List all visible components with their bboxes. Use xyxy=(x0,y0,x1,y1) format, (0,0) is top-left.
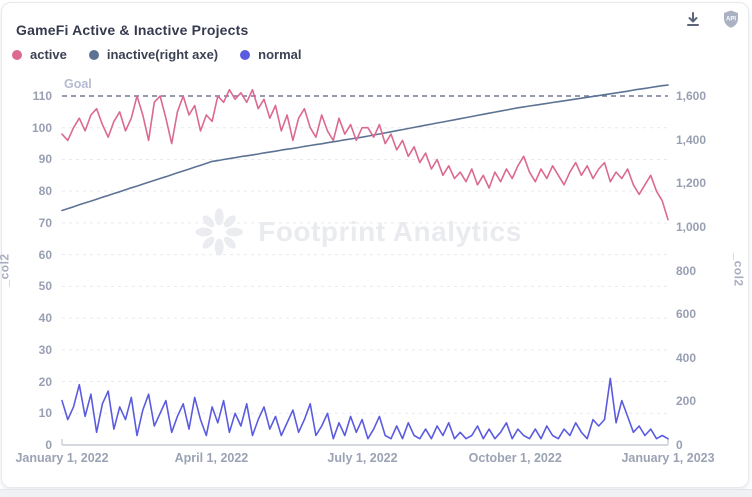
y-axis-left-tick: 30 xyxy=(38,342,52,357)
y-axis-left-tick: 50 xyxy=(38,279,52,294)
legend-dot-icon xyxy=(88,49,99,60)
legend-item-normal[interactable]: normal xyxy=(240,47,301,62)
series-line-inactive-right-axe-[interactable] xyxy=(61,84,669,212)
series-line-normal[interactable] xyxy=(61,377,669,440)
y-axis-right-tick: 600 xyxy=(676,307,697,322)
y-axis-left-tick: 110 xyxy=(32,89,52,103)
y-axis-right-name: _col2 xyxy=(731,253,746,287)
legend-label: active xyxy=(30,47,67,62)
goal-label: Goal xyxy=(64,77,92,91)
legend-label: normal xyxy=(258,47,302,62)
y-axis-right-tick: 1,000 xyxy=(676,219,707,234)
legend-label: inactive(right axe) xyxy=(106,47,219,62)
toolbar: API xyxy=(682,8,742,30)
y-axis-right-tick: 800 xyxy=(676,263,697,278)
svg-text:API: API xyxy=(726,17,736,23)
y-axis-left-tick: 100 xyxy=(31,120,52,135)
x-axis-tick: October 1, 2022 xyxy=(468,451,562,465)
y-axis-left-name: _col2 xyxy=(0,253,12,287)
y-axis-left-tick: 0 xyxy=(45,438,52,452)
x-axis-tick: April 1, 2022 xyxy=(174,451,249,465)
y-axis-right-tick: 0 xyxy=(676,438,683,452)
y-axis-right-tick: 400 xyxy=(676,350,697,365)
y-axis-left-tick: 90 xyxy=(38,152,52,167)
y-axis-right-tick: 1,400 xyxy=(676,132,707,147)
chart-title: GameFi Active & Inactive Projects xyxy=(16,22,249,38)
y-axis-left-tick: 40 xyxy=(38,311,52,326)
y-axis-right-tick: 1,200 xyxy=(676,176,707,191)
y-axis-left-tick: 80 xyxy=(38,184,52,199)
y-axis-left-tick: 70 xyxy=(38,215,52,230)
y-axis-left-tick: 20 xyxy=(38,374,52,389)
series-line-active[interactable] xyxy=(61,88,669,221)
x-axis-tick: July 1, 2022 xyxy=(327,451,398,465)
legend: active inactive(right axe) normal xyxy=(12,47,301,62)
download-icon[interactable] xyxy=(682,8,704,30)
x-axis-tick: January 1, 2023 xyxy=(621,451,715,465)
legend-dot-icon xyxy=(12,49,22,60)
page-scrollbar-track[interactable] xyxy=(0,489,752,497)
legend-dot-icon xyxy=(240,49,251,60)
api-icon[interactable]: API xyxy=(720,8,742,30)
y-axis-left-tick: 60 xyxy=(38,247,52,262)
legend-item-inactive-right-axe-[interactable]: inactive(right axe) xyxy=(88,47,219,62)
y-axis-left-tick: 10 xyxy=(38,406,52,421)
y-axis-right-tick: 200 xyxy=(676,394,697,409)
y-axis-right-tick: 1,600 xyxy=(676,89,707,103)
legend-item-active[interactable]: active xyxy=(12,47,67,62)
x-axis-tick: January 1, 2022 xyxy=(15,451,109,465)
